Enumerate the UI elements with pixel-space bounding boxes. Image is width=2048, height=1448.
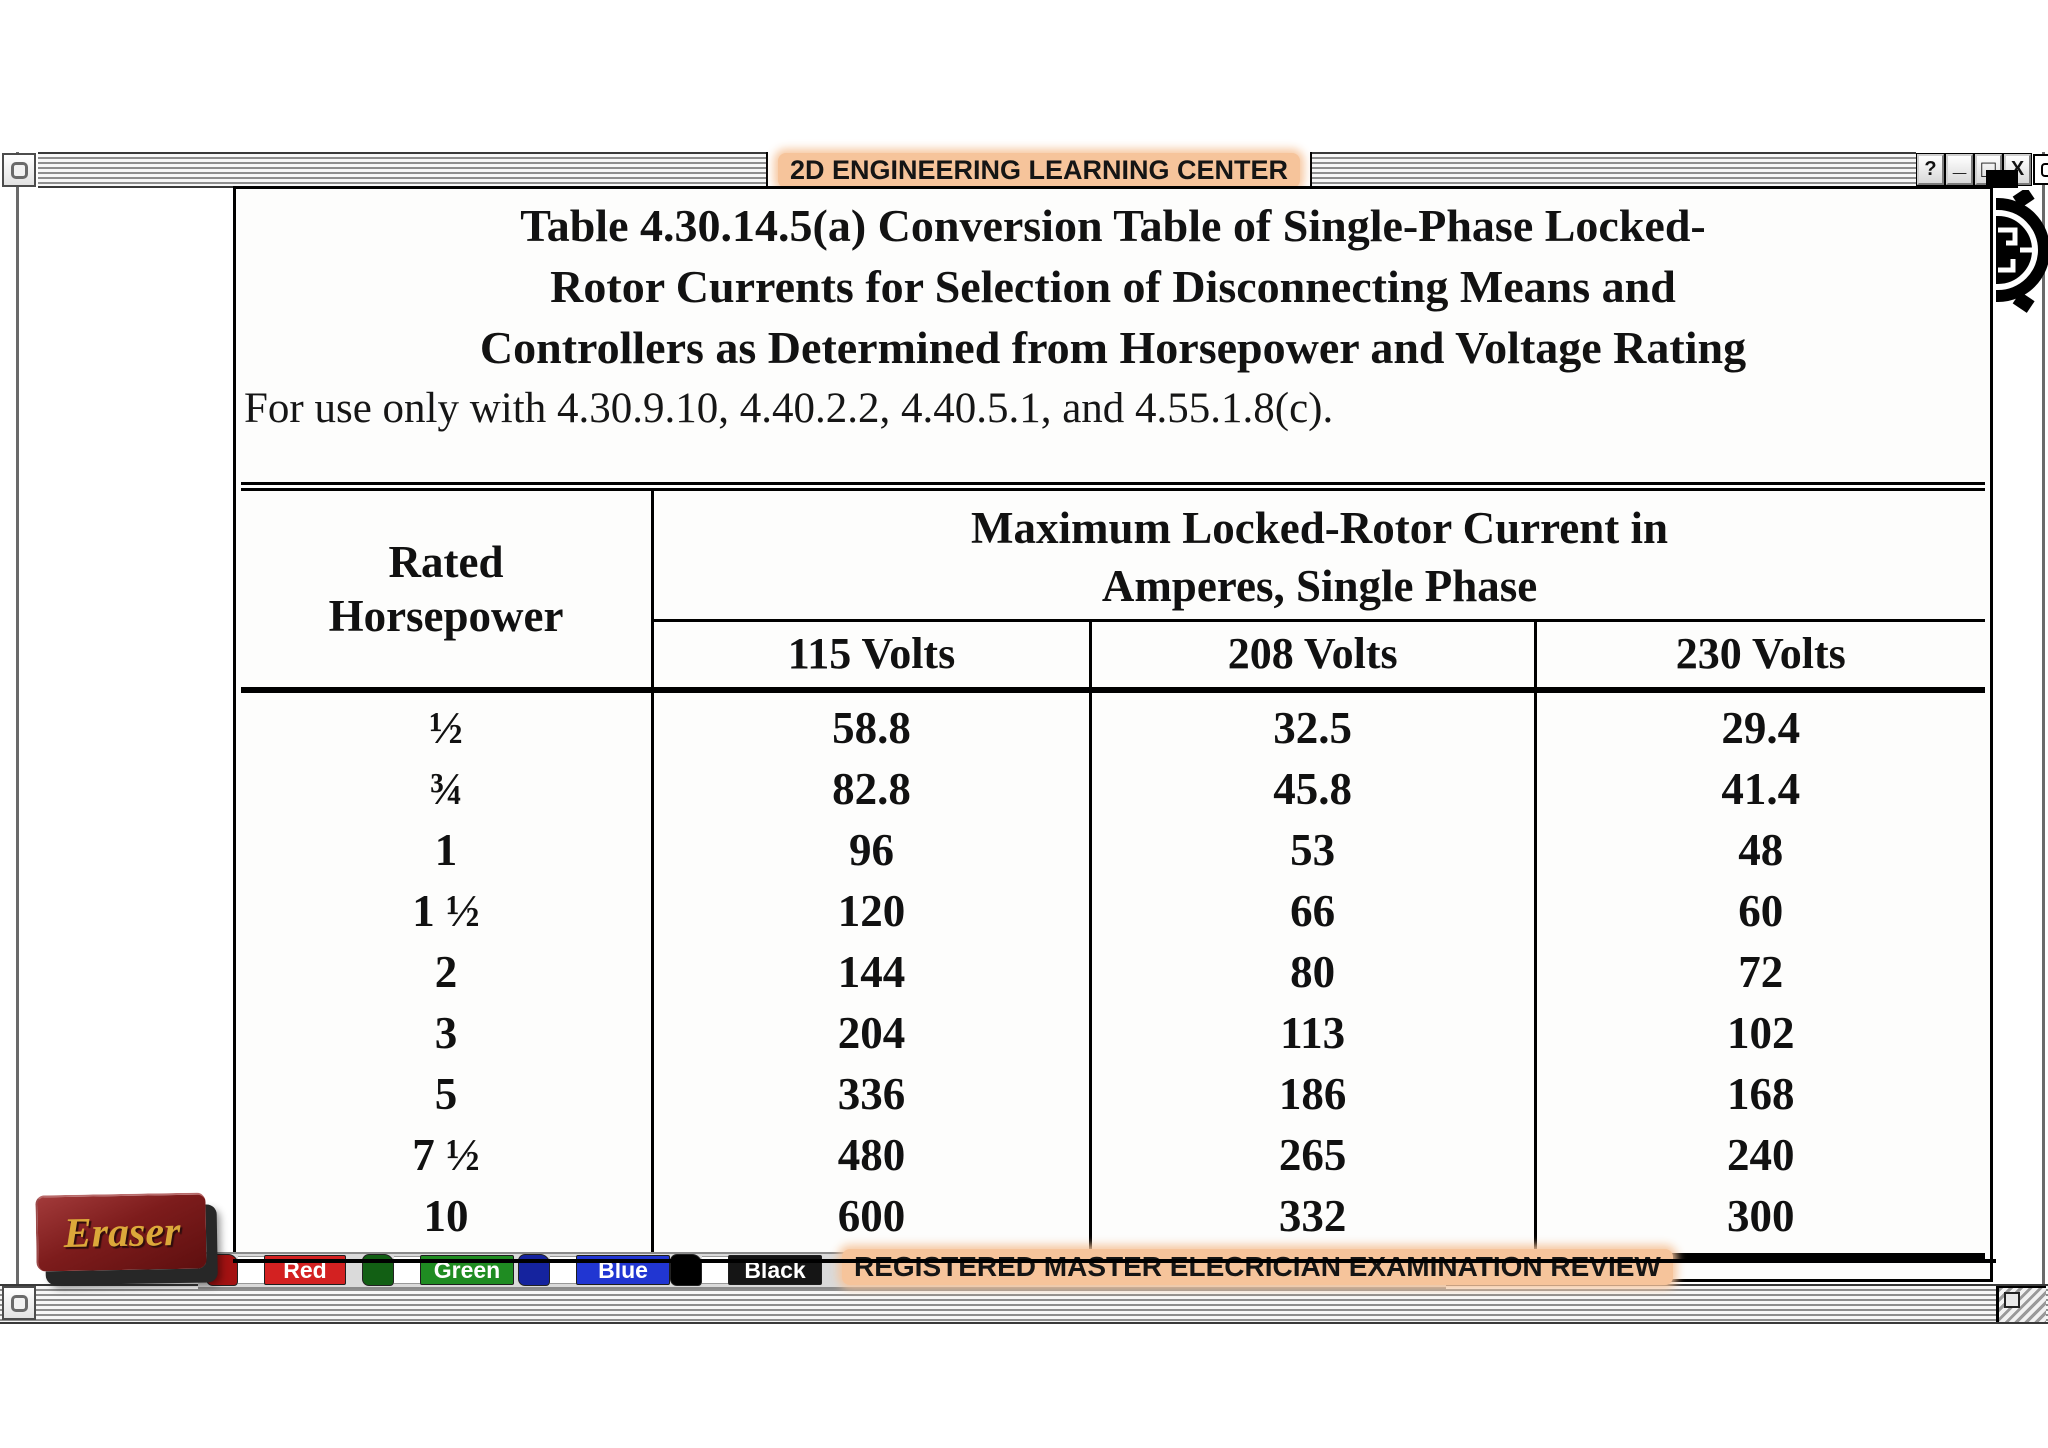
collapse-box-button[interactable] bbox=[2033, 154, 2048, 185]
help-icon: ? bbox=[1924, 158, 1937, 180]
table-cell-hp: 1 bbox=[241, 820, 655, 881]
frame-corner-tab bbox=[1986, 170, 2018, 188]
table-cell-230v: 102 bbox=[1727, 1008, 1795, 1058]
title-bar-stripes-left[interactable] bbox=[38, 152, 766, 188]
marker-button-red[interactable]: Red bbox=[206, 1252, 346, 1288]
table-cell-208v: 66 bbox=[1090, 881, 1537, 942]
eraser-button[interactable]: Eraser bbox=[35, 1192, 207, 1272]
table-cell-115v: 600 bbox=[652, 1186, 1092, 1256]
table-row: 1 ½ 120 66 60 bbox=[241, 881, 1985, 942]
table-cell-208v: 32.5 bbox=[1090, 690, 1537, 759]
table-cell-115v: 120 bbox=[652, 881, 1092, 942]
table-row: 1 96 53 48 bbox=[241, 820, 1985, 881]
table-cell-208v: 332 bbox=[1090, 1186, 1537, 1256]
document-title-line: Rotor Currents for Selection of Disconne… bbox=[550, 261, 1676, 312]
title-bar-stripes-right[interactable] bbox=[1312, 152, 1916, 188]
table-cell-230v: 48 bbox=[1738, 825, 1784, 875]
table-cell-115v: 144 bbox=[652, 942, 1092, 1003]
bottom-window-bar bbox=[0, 1284, 2048, 1324]
table-cell-115v: 96 bbox=[652, 820, 1092, 881]
table-cell-hp: 5 bbox=[241, 1064, 655, 1125]
close-box-icon bbox=[10, 1294, 28, 1312]
resize-grip-icon bbox=[2004, 1292, 2020, 1308]
window-close-box[interactable] bbox=[2, 153, 36, 187]
table-cell-115v: 82.8 bbox=[652, 759, 1092, 820]
document-title-line: Table 4.30.14.5(a) Conversion Table of S… bbox=[520, 200, 1706, 251]
table-row: ½ 58.8 32.5 29.4 bbox=[241, 690, 1985, 759]
volts-208-header: 208 Volts bbox=[1090, 620, 1537, 693]
header-text: Rated bbox=[388, 537, 504, 587]
table-cell-115v: 480 bbox=[652, 1125, 1092, 1186]
rated-horsepower-header: Rated Horsepower bbox=[241, 486, 655, 693]
table-row: 7 ½ 480 265 240 bbox=[241, 1125, 1985, 1186]
window-title-zone: 2D ENGINEERING LEARNING CENTER bbox=[766, 152, 1312, 188]
table-subheader-row: 115 Volts 208 Volts 230 Volts bbox=[241, 620, 1985, 693]
header-text: Horsepower bbox=[328, 591, 564, 641]
table-cell-hp: ½ bbox=[241, 690, 655, 759]
table-cell-230v: 72 bbox=[1738, 947, 1784, 997]
table-cell-208v: 45.8 bbox=[1090, 759, 1537, 820]
table-row: 2 144 80 72 bbox=[241, 942, 1985, 1003]
eraser-label: Eraser bbox=[63, 1208, 181, 1257]
locked-rotor-group-header: Maximum Locked-Rotor Current in Amperes,… bbox=[652, 486, 1985, 622]
collapse-box-icon bbox=[2041, 162, 2048, 177]
table-cell-230v: 29.4 bbox=[1721, 703, 1801, 753]
table-cell-208v: 265 bbox=[1090, 1125, 1537, 1186]
marker-button-green[interactable]: Green bbox=[362, 1252, 514, 1288]
marker-button-blue[interactable]: Blue bbox=[518, 1252, 670, 1288]
header-text: Maximum Locked-Rotor Current in bbox=[971, 503, 1669, 553]
table-cell-230v: 240 bbox=[1727, 1130, 1795, 1180]
table-cell-hp: 2 bbox=[241, 942, 655, 1003]
table-cell-hp: ¾ bbox=[241, 759, 655, 820]
table-cell-230v: 168 bbox=[1727, 1069, 1795, 1119]
frame-bottom-edge bbox=[233, 1259, 1996, 1263]
table-row: ¾ 82.8 45.8 41.4 bbox=[241, 759, 1985, 820]
table-row: 10 600 332 300 bbox=[241, 1186, 1985, 1256]
marker-cap-icon bbox=[206, 1254, 238, 1286]
table-row: 3 204 113 102 bbox=[241, 1003, 1985, 1064]
close-box-icon bbox=[10, 161, 28, 179]
table-cell-208v: 113 bbox=[1090, 1003, 1537, 1064]
window-border-left bbox=[16, 152, 19, 1324]
volts-115-header: 115 Volts bbox=[652, 620, 1092, 693]
maximize-button[interactable]: □ bbox=[1975, 154, 2002, 185]
table-row: 5 336 186 168 bbox=[241, 1064, 1985, 1125]
help-button[interactable]: ? bbox=[1917, 154, 1944, 185]
table-cell-230v: 300 bbox=[1727, 1191, 1795, 1241]
minimize-button[interactable]: _ bbox=[1946, 150, 1973, 185]
table-cell-208v: 80 bbox=[1090, 942, 1537, 1003]
table-cell-hp: 7 ½ bbox=[241, 1125, 655, 1186]
volts-230-header: 230 Volts bbox=[1535, 620, 1985, 693]
table-cell-hp: 10 bbox=[241, 1186, 655, 1256]
bottom-close-box[interactable] bbox=[2, 1286, 36, 1320]
table-cell-230v: 41.4 bbox=[1721, 764, 1801, 814]
header-text: Amperes, Single Phase bbox=[1101, 561, 1538, 611]
table-cell-hp: 1 ½ bbox=[241, 881, 655, 942]
table-cell-115v: 204 bbox=[652, 1003, 1092, 1064]
footer-banner: REGISTERED MASTER ELECRICIAN EXAMINATION… bbox=[842, 1249, 1673, 1285]
document-title-line: Controllers as Determined from Horsepowe… bbox=[479, 322, 1747, 373]
conversion-table: Rated Horsepower Maximum Locked-Rotor Cu… bbox=[241, 482, 1985, 1259]
marker-button-black[interactable]: Black bbox=[670, 1252, 822, 1288]
document-frame: Table 4.30.14.5(a) Conversion Table of S… bbox=[233, 186, 1993, 1282]
window-title: 2D ENGINEERING LEARNING CENTER bbox=[777, 152, 1301, 188]
table-cell-208v: 53 bbox=[1090, 820, 1537, 881]
table-cell-208v: 186 bbox=[1090, 1064, 1537, 1125]
resize-grip[interactable] bbox=[1996, 1286, 2046, 1322]
table-cell-115v: 336 bbox=[652, 1064, 1092, 1125]
gear-logo-icon bbox=[1996, 190, 2048, 313]
window-border-right bbox=[2042, 152, 2045, 1324]
table-cell-115v: 58.8 bbox=[652, 690, 1092, 759]
document-subtitle: For use only with 4.30.9.10, 4.40.2.2, 4… bbox=[244, 385, 1334, 432]
table-cell-230v: 60 bbox=[1738, 886, 1784, 936]
table-header-row: Rated Horsepower Maximum Locked-Rotor Cu… bbox=[241, 486, 1985, 693]
minimize-icon: _ bbox=[1952, 149, 1967, 177]
table-cell-hp: 3 bbox=[241, 1003, 655, 1064]
